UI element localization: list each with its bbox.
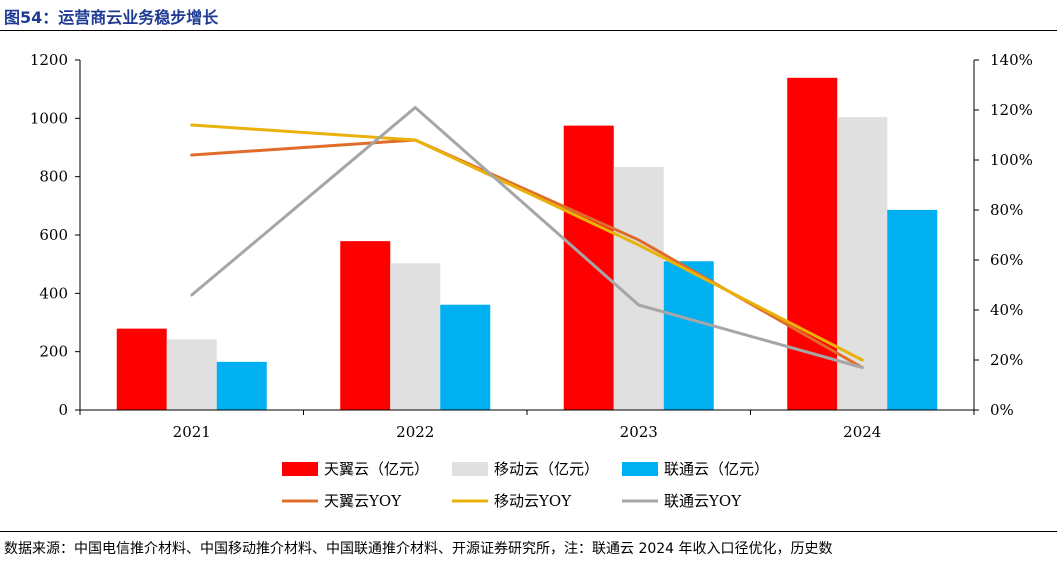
legend-swatch-bar-2 — [622, 462, 658, 476]
legend-swatch-bar-0 — [282, 462, 318, 476]
legend-label-bar-1: 移动云（亿元） — [494, 460, 599, 478]
bar-0-3 — [787, 77, 838, 411]
right-tick-label-0: 0% — [990, 401, 1014, 419]
line-series-2 — [190, 106, 864, 369]
left-tick-label-3: 600 — [39, 226, 68, 244]
legend-label-line-1: 移动云YOY — [494, 492, 572, 510]
x-tick-label-3: 2024 — [843, 423, 881, 441]
source-divider — [0, 531, 1057, 532]
x-tick-label-1: 2022 — [396, 423, 434, 441]
legend-label-line-2: 联通云YOY — [664, 492, 742, 510]
left-tick-label-0: 0 — [58, 401, 68, 419]
bar-0-2 — [563, 125, 614, 410]
line-series-1 — [190, 123, 864, 362]
bar-1-1 — [390, 263, 441, 410]
left-tick-label-5: 1000 — [30, 109, 68, 127]
bar-2-2 — [663, 261, 714, 410]
legend-swatch-bar-1 — [452, 462, 488, 476]
x-tick-label-0: 2021 — [173, 423, 211, 441]
chart-title: 图54：运营商云业务稳步增长 — [4, 8, 219, 27]
bar-2-1 — [440, 304, 491, 410]
title-divider — [0, 30, 1057, 31]
line-series-0 — [190, 138, 864, 369]
bar-0-1 — [340, 241, 391, 410]
x-tick-label-2: 2023 — [620, 423, 658, 441]
left-tick-label-2: 400 — [39, 284, 68, 302]
bar-2-0 — [216, 361, 267, 410]
legend-label-line-0: 天翼云YOY — [324, 492, 402, 510]
right-tick-label-2: 40% — [990, 301, 1023, 319]
right-tick-label-6: 120% — [990, 101, 1033, 119]
left-tick-label-6: 1200 — [30, 51, 68, 69]
right-tick-label-4: 80% — [990, 201, 1023, 219]
legend-label-bar-2: 联通云（亿元） — [664, 460, 769, 478]
bar-0-0 — [116, 328, 167, 410]
chart-area: 0 200 400 600 800 1000 1200 0% 20% 40% 60% 80% 100% 1… — [30, 51, 1033, 510]
right-tick-label-5: 100% — [990, 151, 1033, 169]
left-tick-label-4: 800 — [39, 168, 68, 186]
bar-2-3 — [887, 209, 938, 410]
right-tick-label-7: 140% — [990, 51, 1033, 69]
legend-label-bar-0: 天翼云（亿元） — [324, 460, 429, 478]
right-tick-label-3: 60% — [990, 251, 1023, 269]
left-tick-label-1: 200 — [39, 343, 68, 361]
right-tick-label-1: 20% — [990, 351, 1023, 369]
bar-1-0 — [166, 339, 217, 410]
source-note: 数据来源：中国电信推介材料、中国移动推介材料、中国联通推介材料、开源证券研究所，… — [4, 541, 833, 557]
